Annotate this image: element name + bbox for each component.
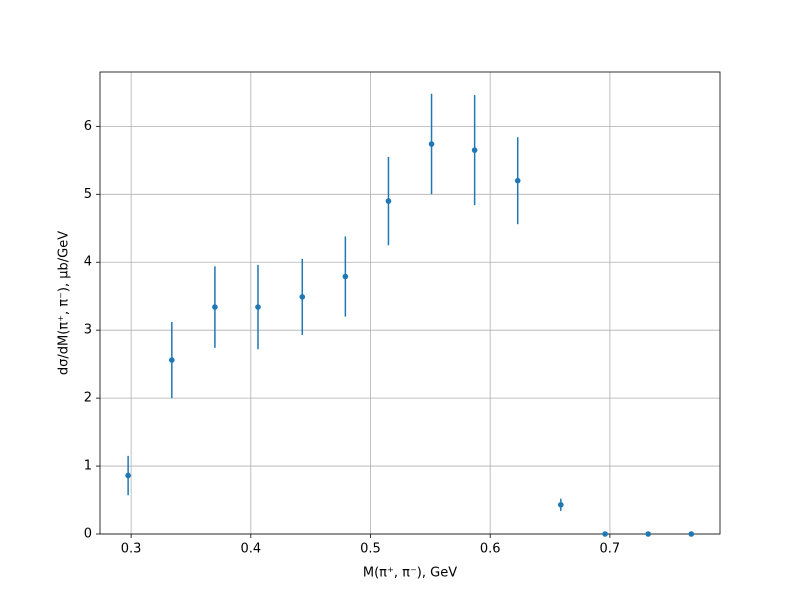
data-point [385,198,392,204]
x-axis-label: M(π⁺, π⁻), GeV [363,566,457,581]
x-tick-label: 0.5 [360,542,381,557]
data-point [688,531,695,537]
y-tick-label: 3 [84,323,92,338]
data-point [255,304,261,310]
data-point [125,472,131,479]
y-tick-label: 6 [84,119,92,134]
y-tick-label: 5 [84,187,92,202]
y-axis-label: dσ/dM(π⁺, π⁻), μb/GeV [57,231,72,375]
x-tick-label: 0.4 [240,542,261,557]
y-tick-label: 4 [84,255,92,270]
x-tick-label: 0.6 [480,542,501,557]
data-point [299,294,306,300]
data-point [428,141,435,147]
data-point [212,304,218,310]
data-point [514,177,521,184]
plot-frame [99,71,721,535]
data-point [471,147,478,153]
data-point [342,273,349,280]
data-point [558,501,564,508]
data-point [645,531,651,537]
x-tick-label: 0.7 [600,542,621,557]
data-point [602,531,608,537]
x-tick-label: 0.3 [121,542,142,557]
y-tick-label: 0 [84,527,92,542]
y-tick-label: 2 [84,391,92,406]
y-tick-label: 1 [84,459,92,474]
data-point [169,357,175,363]
